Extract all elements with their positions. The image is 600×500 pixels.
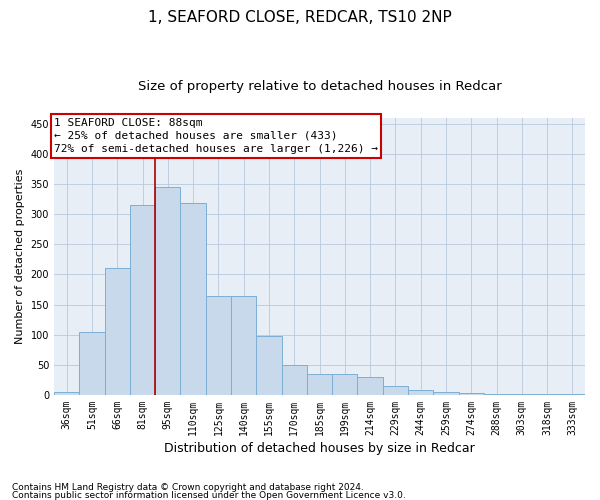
Bar [181, 204, 206, 395]
Bar [54, 392, 79, 395]
Text: 1 SEAFORD CLOSE: 88sqm
← 25% of detached houses are smaller (433)
72% of semi-de: 1 SEAFORD CLOSE: 88sqm ← 25% of detached… [54, 118, 378, 154]
Bar [433, 392, 458, 395]
Text: 1, SEAFORD CLOSE, REDCAR, TS10 2NP: 1, SEAFORD CLOSE, REDCAR, TS10 2NP [148, 10, 452, 25]
Bar [458, 392, 484, 395]
Bar [130, 205, 155, 395]
Bar [358, 378, 383, 395]
Bar [307, 374, 332, 395]
Bar [256, 336, 281, 395]
Bar [509, 394, 535, 395]
Bar [332, 374, 358, 395]
Title: Size of property relative to detached houses in Redcar: Size of property relative to detached ho… [137, 80, 502, 93]
Bar [281, 365, 307, 395]
Bar [231, 296, 256, 395]
Bar [560, 394, 585, 395]
Bar [104, 268, 130, 395]
Bar [408, 390, 433, 395]
Y-axis label: Number of detached properties: Number of detached properties [15, 168, 25, 344]
X-axis label: Distribution of detached houses by size in Redcar: Distribution of detached houses by size … [164, 442, 475, 455]
Text: Contains HM Land Registry data © Crown copyright and database right 2024.: Contains HM Land Registry data © Crown c… [12, 484, 364, 492]
Text: Contains public sector information licensed under the Open Government Licence v3: Contains public sector information licen… [12, 490, 406, 500]
Bar [206, 296, 231, 395]
Bar [535, 394, 560, 395]
Bar [79, 332, 104, 395]
Bar [383, 386, 408, 395]
Bar [484, 394, 509, 395]
Bar [155, 187, 181, 395]
